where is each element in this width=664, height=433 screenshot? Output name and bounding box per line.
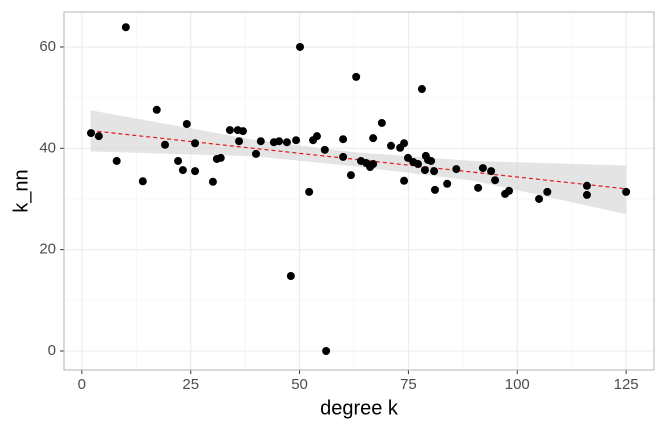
point <box>387 141 396 150</box>
point <box>225 126 234 135</box>
point <box>474 183 483 192</box>
point <box>94 132 103 141</box>
point <box>322 346 331 355</box>
point <box>369 160 378 169</box>
point <box>346 171 355 180</box>
point <box>535 194 544 203</box>
point <box>369 134 378 143</box>
point <box>208 177 217 186</box>
point <box>275 137 284 146</box>
point <box>505 186 514 195</box>
point <box>339 135 348 144</box>
point <box>191 167 200 176</box>
y-tick-label: 20 <box>39 241 56 258</box>
y-tick-label: 60 <box>39 38 56 55</box>
point <box>292 136 301 145</box>
point <box>320 145 329 154</box>
point <box>430 185 439 194</box>
point <box>191 139 200 148</box>
point <box>178 166 187 175</box>
point <box>582 190 591 199</box>
y-tick-label: 0 <box>48 342 56 359</box>
point <box>312 132 321 141</box>
point <box>414 160 422 169</box>
point <box>487 167 496 176</box>
point <box>352 72 361 81</box>
point <box>339 152 348 161</box>
point <box>452 165 461 174</box>
point <box>417 85 426 94</box>
point <box>582 181 591 190</box>
panel-border <box>63 11 655 371</box>
point <box>377 118 386 127</box>
x-tick-label: 0 <box>78 376 86 393</box>
point <box>400 139 409 148</box>
point <box>174 156 183 165</box>
point <box>420 166 429 175</box>
point <box>427 156 436 165</box>
x-tick-label: 25 <box>182 376 199 393</box>
point <box>400 176 409 185</box>
x-tick-label: 125 <box>614 376 639 393</box>
point <box>543 187 552 196</box>
point <box>235 137 244 146</box>
point <box>622 187 631 196</box>
point <box>282 138 291 147</box>
x-tick-label: 75 <box>400 376 417 393</box>
x-axis-title: degree k <box>320 397 399 419</box>
x-tick-label: 100 <box>505 376 530 393</box>
point <box>182 119 191 128</box>
point <box>286 272 295 281</box>
point <box>216 153 225 162</box>
x-tick-label: 50 <box>291 376 308 393</box>
point <box>305 187 314 196</box>
point <box>86 129 95 138</box>
point <box>252 149 261 158</box>
point <box>478 164 487 173</box>
y-tick-label: 40 <box>39 139 56 156</box>
point <box>296 42 304 51</box>
point <box>256 137 265 146</box>
point <box>491 176 500 185</box>
point <box>138 177 147 186</box>
point <box>238 127 247 136</box>
point <box>161 140 170 149</box>
point <box>112 156 121 165</box>
point <box>121 23 130 32</box>
point <box>443 179 452 188</box>
point <box>152 105 161 114</box>
point <box>430 167 439 176</box>
y-axis-title: k_nn <box>10 169 32 212</box>
